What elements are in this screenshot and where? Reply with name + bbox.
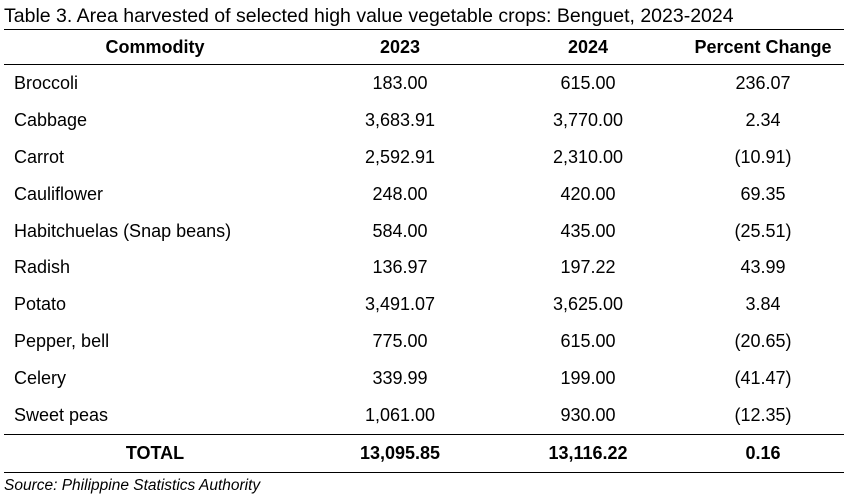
cell-percent-change: (10.91) [734,146,792,167]
table-row: Sweet peas 1,061.00 930.00 (12.35) [4,397,844,434]
cell-percent-change: 43.99 [740,257,786,278]
cell-percent-change: 69.35 [740,183,786,204]
cell-percent-change: (41.47) [734,368,792,389]
total-2023: 13,095.85 [359,442,441,463]
cell-commodity: Carrot [14,146,65,167]
header-row: Commodity 2023 2024 Percent Change [4,29,844,65]
total-percent-change: 0.16 [745,442,781,463]
cell-2024: 615.00 [560,331,616,352]
cell-percent-change: 3.84 [745,294,781,315]
cell-2023: 584.00 [372,220,428,241]
cell-percent-change: 2.34 [745,109,781,130]
cell-percent-change: 236.07 [735,72,791,93]
table-row: Pepper, bell 775.00 615.00 (20.65) [4,323,844,360]
header-percent-change: Percent Change [694,36,832,57]
cell-2023: 1,061.00 [364,404,436,425]
cell-2023: 136.97 [372,257,428,278]
cell-commodity: Sweet peas [14,404,109,425]
cell-2023: 248.00 [372,183,428,204]
table-row: Carrot 2,592.91 2,310.00 (10.91) [4,139,844,176]
cell-2024: 197.22 [560,257,616,278]
cell-percent-change: (25.51) [734,220,792,241]
total-2024: 13,116.22 [548,442,628,463]
cell-2023: 3,491.07 [364,294,436,315]
table-row: Habitchuelas (Snap beans) 584.00 435.00 … [4,213,844,250]
cell-2023: 775.00 [372,331,428,352]
cell-commodity: Celery [14,368,67,389]
table-row: Cabbage 3,683.91 3,770.00 2.34 [4,102,844,139]
cell-2023: 339.99 [372,368,428,389]
cell-commodity: Cauliflower [14,183,104,204]
table-row: Potato 3,491.07 3,625.00 3.84 [4,286,844,323]
total-label: TOTAL [125,442,185,463]
cell-2024: 3,625.00 [552,294,624,315]
cell-2024: 930.00 [560,404,616,425]
table-title: Table 3. Area harvested of selected high… [4,5,734,27]
header-2023: 2023 [379,36,421,57]
cell-commodity: Habitchuelas (Snap beans) [14,220,232,241]
cell-2023: 2,592.91 [364,146,436,167]
cell-2024: 420.00 [560,183,616,204]
cell-commodity: Broccoli [14,72,79,93]
cell-commodity: Potato [14,294,67,315]
cell-2023: 3,683.91 [364,109,436,130]
cell-commodity: Pepper, bell [14,331,110,352]
table-row: Cauliflower 248.00 420.00 69.35 [4,176,844,213]
cell-percent-change: (12.35) [734,404,792,425]
table-row: Broccoli 183.00 615.00 236.07 [4,65,844,102]
cell-2023: 183.00 [372,72,428,93]
source-note: Source: Philippine Statistics Authority [4,477,261,494]
cell-2024: 3,770.00 [552,109,624,130]
cell-2024: 435.00 [560,220,616,241]
table-row: Celery 339.99 199.00 (41.47) [4,360,844,397]
cell-commodity: Cabbage [14,109,88,130]
header-2024: 2024 [567,36,609,57]
cell-percent-change: (20.65) [734,331,792,352]
cell-2024: 2,310.00 [552,146,624,167]
header-commodity: Commodity [105,36,205,57]
cell-2024: 199.00 [560,368,616,389]
data-table: Commodity 2023 2024 Percent Change Brocc… [4,29,844,473]
total-row: TOTAL 13,095.85 13,116.22 0.16 [4,434,844,473]
cell-2024: 615.00 [560,72,616,93]
cell-commodity: Radish [14,257,71,278]
table-row: Radish 136.97 197.22 43.99 [4,249,844,286]
